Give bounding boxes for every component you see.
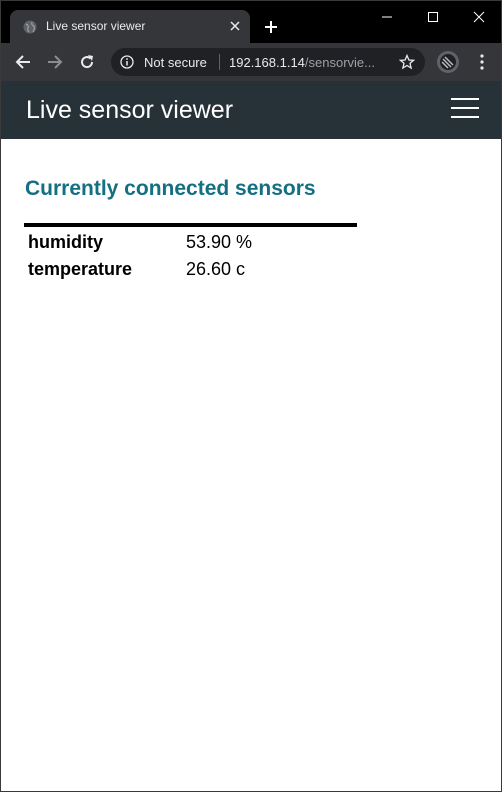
info-icon[interactable] [120, 55, 134, 69]
more-vertical-icon [480, 54, 484, 70]
bookmark-star-icon[interactable] [399, 54, 415, 70]
app-header: Live sensor viewer [1, 81, 501, 139]
sensor-table: humidity 53.90 % temperature 26.60 c [24, 223, 357, 281]
table-row: humidity 53.90 % [24, 227, 357, 254]
browser-menu-button[interactable] [469, 49, 495, 75]
address-separator [219, 54, 220, 70]
app-title: Live sensor viewer [26, 96, 234, 124]
browser-tab[interactable]: Live sensor viewer [10, 10, 250, 43]
back-button[interactable] [10, 49, 36, 75]
minimize-button[interactable] [364, 1, 410, 33]
sensor-name: humidity [28, 232, 103, 252]
maximize-button[interactable] [410, 1, 456, 33]
new-tab-button[interactable] [260, 16, 282, 38]
address-bar[interactable]: Not secure 192.168.1.14/sensorvie... [111, 48, 425, 76]
security-status[interactable]: Not secure [144, 55, 207, 70]
close-icon [473, 11, 485, 23]
maximize-icon [428, 12, 438, 22]
url-text[interactable]: 192.168.1.14/sensorvie... [229, 55, 384, 70]
arrow-right-icon [48, 55, 63, 69]
close-window-button[interactable] [456, 1, 501, 33]
reload-button[interactable] [74, 49, 100, 75]
page-heading: Currently connected sensors [25, 177, 316, 200]
globe-icon [23, 20, 37, 34]
sensor-value: 26.60 c [186, 259, 246, 279]
plus-icon [265, 21, 277, 33]
tab-title: Live sensor viewer [46, 19, 146, 33]
url-path: /sensorvie... [304, 55, 375, 70]
hamburger-icon[interactable] [451, 98, 479, 122]
minimize-icon [382, 16, 392, 18]
hamburger-line [451, 107, 479, 109]
arrow-left-icon [15, 55, 30, 69]
sensor-name: temperature [28, 259, 133, 279]
reload-icon [81, 55, 94, 69]
hamburger-line [451, 116, 479, 118]
tab-strip: Live sensor viewer [1, 1, 501, 43]
forward-button[interactable] [42, 49, 68, 75]
tab-close-icon[interactable] [226, 17, 244, 35]
url-host: 192.168.1.14 [229, 55, 305, 70]
sensor-value: 53.90 % [186, 232, 253, 252]
table-row: temperature 26.60 c [24, 254, 357, 281]
extension-icon[interactable] [435, 49, 461, 75]
browser-toolbar: Not secure 192.168.1.14/sensorvie... [1, 43, 501, 81]
hamburger-line [451, 98, 479, 100]
